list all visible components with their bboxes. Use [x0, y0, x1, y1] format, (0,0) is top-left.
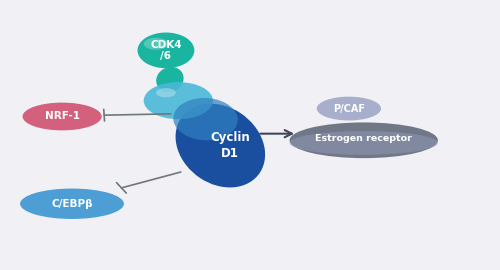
Text: NRF-1: NRF-1 [44, 112, 80, 122]
Ellipse shape [317, 97, 381, 120]
Text: P/CAF: P/CAF [333, 104, 365, 114]
Ellipse shape [144, 38, 169, 50]
Ellipse shape [156, 67, 184, 92]
Text: C/EBPβ: C/EBPβ [51, 199, 93, 209]
Ellipse shape [20, 188, 124, 219]
Ellipse shape [290, 122, 438, 158]
Text: Cyclin
D1: Cyclin D1 [210, 131, 250, 160]
Ellipse shape [176, 104, 265, 187]
Ellipse shape [290, 131, 438, 155]
Ellipse shape [174, 98, 238, 140]
Ellipse shape [138, 32, 194, 68]
Ellipse shape [22, 103, 102, 130]
Text: CDK4
/6: CDK4 /6 [150, 40, 182, 61]
Ellipse shape [156, 88, 176, 97]
Text: Estrogen receptor: Estrogen receptor [316, 134, 412, 143]
Ellipse shape [144, 82, 213, 119]
